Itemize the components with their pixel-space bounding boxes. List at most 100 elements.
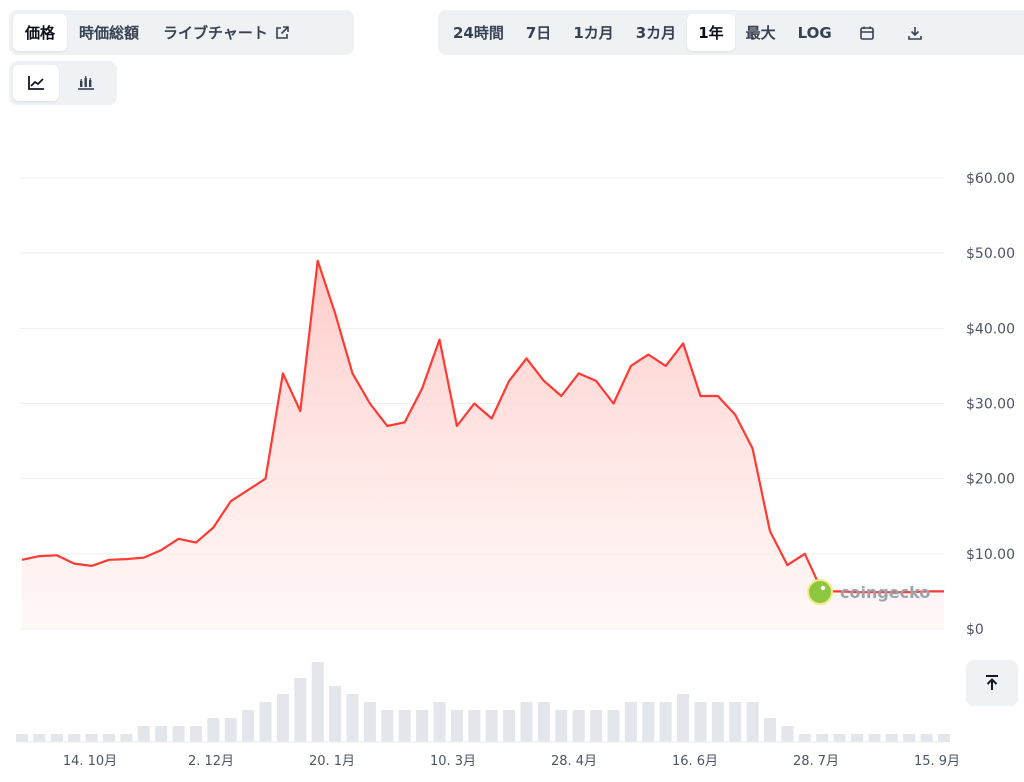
metric-tab-0[interactable]: 価格 xyxy=(13,14,68,51)
volume-bar xyxy=(903,734,916,742)
range-tab-4[interactable]: 1年 xyxy=(687,14,735,51)
download-icon xyxy=(907,26,922,40)
volume-bar xyxy=(102,734,115,742)
metric-tab-label: ライブチャート xyxy=(163,24,268,42)
y-tick-label: $50.00 xyxy=(966,246,1015,262)
watermark-text: coingecko xyxy=(840,582,931,602)
date-range-button[interactable] xyxy=(843,14,891,51)
gecko-logo-icon xyxy=(807,579,833,605)
volume-bar xyxy=(224,718,237,742)
x-tick-label: 28. 7月 xyxy=(793,754,839,769)
volume-bar xyxy=(798,734,811,742)
candlestick-icon xyxy=(78,76,94,90)
y-tick-label: $0 xyxy=(966,622,984,638)
y-tick-label: $20.00 xyxy=(966,472,1015,488)
volume-bar xyxy=(16,734,28,742)
metric-tabs: 価格 時価総額 ライブチャート xyxy=(9,10,354,55)
volume-bar xyxy=(398,710,411,742)
volume-bar xyxy=(259,702,272,742)
volume-bar xyxy=(885,734,898,742)
volume-bar xyxy=(537,702,550,742)
volume-bar xyxy=(694,702,707,742)
volume-bar xyxy=(607,710,620,742)
coingecko-watermark: coingecko xyxy=(806,578,930,606)
volume-bar xyxy=(363,702,376,742)
metric-tab-1[interactable]: 時価総額 xyxy=(67,14,151,51)
volume-bar xyxy=(781,726,794,742)
y-tick-label: $30.00 xyxy=(966,397,1015,413)
arrow-up-to-line-icon xyxy=(986,675,998,690)
volume-bar xyxy=(503,710,516,742)
volume-bar xyxy=(311,662,324,742)
download-button[interactable] xyxy=(891,14,939,51)
y-tick-label: $10.00 xyxy=(966,547,1015,563)
range-tab-log[interactable]: LOG xyxy=(797,23,832,42)
metric-tab-label: 価格 xyxy=(25,24,56,42)
volume-bar xyxy=(816,734,829,742)
volume-bar xyxy=(642,702,655,742)
range-tab-5[interactable]: 最大 xyxy=(745,24,776,42)
x-tick-label: 10. 3月 xyxy=(430,754,476,769)
volume-bar xyxy=(329,686,342,742)
volume-bar xyxy=(33,734,46,742)
volume-bar xyxy=(764,718,777,742)
metric-tab-2[interactable]: ライブチャート xyxy=(151,14,302,51)
x-tick-label: 16. 6月 xyxy=(672,754,718,769)
volume-bar xyxy=(555,710,568,742)
scroll-to-top-button[interactable] xyxy=(966,660,1018,706)
volume-bar xyxy=(381,710,394,742)
volume-bar xyxy=(50,734,63,742)
y-tick-label: $40.00 xyxy=(966,321,1015,337)
volume-bar xyxy=(276,694,289,742)
volume-bar xyxy=(851,734,864,742)
volume-bar xyxy=(833,734,846,742)
volume-bars xyxy=(16,662,950,743)
volume-bar xyxy=(520,702,533,742)
volume-bar xyxy=(346,694,359,742)
candlestick-button[interactable] xyxy=(63,65,109,101)
x-tick-label: 20. 1月 xyxy=(309,754,355,769)
x-axis: 14. 10月 2. 12月 20. 1月 10. 3月 28. 4月 16. 6月 28.… xyxy=(63,754,960,769)
chart-type-toggle xyxy=(9,61,117,105)
volume-bar xyxy=(207,718,220,742)
price-line xyxy=(21,259,944,594)
volume-bar xyxy=(711,702,724,742)
range-tabs: 24時間 7日 1カ月 3カ月 1年 最大 LOG xyxy=(438,10,1024,55)
external-link-icon xyxy=(276,25,289,39)
x-tick-label: 15. 9月 xyxy=(914,754,960,769)
volume-bar xyxy=(677,694,690,742)
x-tick-label: 28. 4月 xyxy=(551,754,597,769)
calendar-icon xyxy=(859,26,874,40)
volume-bar xyxy=(468,710,481,742)
volume-bar xyxy=(746,702,759,742)
range-tab-2[interactable]: 1カ月 xyxy=(573,24,614,42)
volume-bar xyxy=(624,702,637,742)
volume-bar xyxy=(590,710,603,742)
range-tab-1[interactable]: 7日 xyxy=(525,24,552,42)
volume-bar xyxy=(659,702,672,742)
volume-bar xyxy=(189,726,202,742)
volume-bar xyxy=(155,726,168,742)
volume-bar xyxy=(137,726,150,742)
volume-bar xyxy=(120,734,133,742)
volume-bar xyxy=(172,726,185,742)
volume-bar xyxy=(416,710,429,742)
line-chart-icon xyxy=(28,76,44,90)
volume-bar xyxy=(85,734,98,742)
range-tab-0[interactable]: 24時間 xyxy=(453,24,504,42)
volume-bar xyxy=(485,710,498,742)
volume-bar xyxy=(433,702,446,742)
volume-bar xyxy=(294,678,307,742)
volume-bar xyxy=(450,710,463,742)
x-tick-label: 2. 12月 xyxy=(188,754,234,769)
y-axis: $0 $10.00 $20.00 $30.00 $40.00 $50.00 $60.00 xyxy=(966,171,1015,638)
volume-bar xyxy=(242,710,255,742)
volume-bar xyxy=(920,734,933,742)
range-tab-3[interactable]: 3カ月 xyxy=(635,24,677,42)
line-chart-button[interactable] xyxy=(13,65,59,101)
volume-bar xyxy=(572,710,585,742)
volume-bar xyxy=(729,702,742,742)
price-area xyxy=(22,260,944,629)
metric-tab-label: 時価総額 xyxy=(79,24,140,42)
